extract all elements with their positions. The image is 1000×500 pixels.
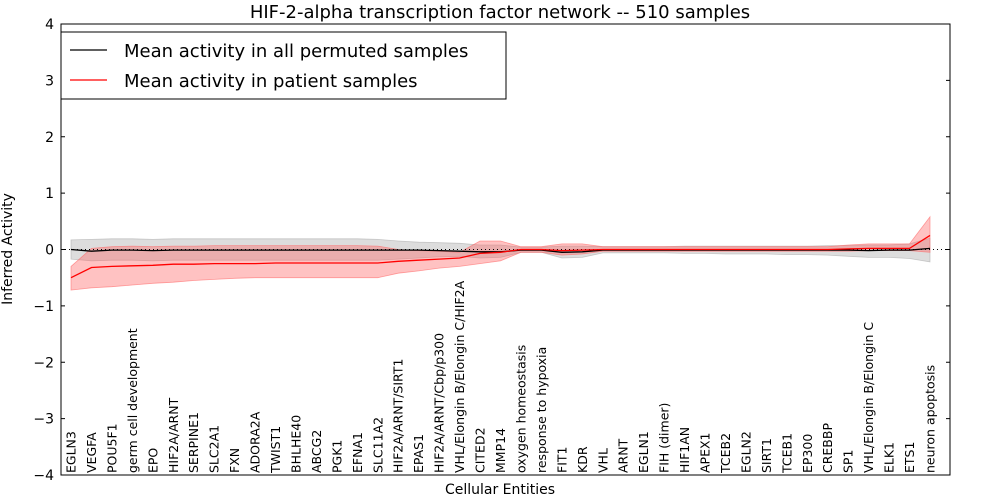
category-label: ADORA2A xyxy=(248,411,263,473)
category-label: PGK1 xyxy=(329,440,344,473)
legend: Mean activity in all permuted samples Me… xyxy=(60,31,507,100)
category-label: VHL/Elongin B/Elongin C/HIF2A xyxy=(452,280,467,473)
category-label: EGLN3 xyxy=(64,431,79,473)
category-label: SLC2A1 xyxy=(207,425,222,473)
y-tick-label: −2 xyxy=(33,355,54,371)
category-label: neuron apoptosis xyxy=(923,365,938,473)
category-label: HIF2A/ARNT/SIRT1 xyxy=(391,359,406,473)
category-label: ARNT xyxy=(616,438,631,473)
y-tick-label: 1 xyxy=(45,186,54,202)
category-label: VHL xyxy=(595,448,610,473)
y-tick-label: −4 xyxy=(33,468,54,484)
legend-label-permuted: Mean activity in all permuted samples xyxy=(124,41,468,62)
category-label: APEX1 xyxy=(698,432,713,473)
chart-title: HIF-2-alpha transcription factor network… xyxy=(250,2,750,23)
category-label: FIT1 xyxy=(554,447,569,473)
category-label: EFNA1 xyxy=(350,432,365,473)
category-label: EPO xyxy=(145,448,160,473)
category-label: HIF1AN xyxy=(677,427,692,473)
y-tick-label: −1 xyxy=(33,299,54,315)
y-tick-label: 3 xyxy=(45,73,54,89)
y-axis: −4 −3 −2 −1 0 1 2 3 4 xyxy=(33,17,950,484)
category-label: HIF2A/ARNT xyxy=(166,397,181,473)
category-label: germ cell development xyxy=(125,328,140,473)
category-label: HIF2A/ARNT/Cbp/p300 xyxy=(432,333,447,473)
category-label: SERPINE1 xyxy=(186,412,201,473)
category-label: ELK1 xyxy=(882,442,897,473)
y-axis-label: Inferred Activity xyxy=(0,193,16,305)
series-lines xyxy=(61,234,950,279)
legend-label-patient: Mean activity in patient samples xyxy=(124,71,418,92)
category-label: CITED2 xyxy=(473,427,488,473)
category-label: ABCG2 xyxy=(309,430,324,473)
patient-confidence-band xyxy=(70,215,931,291)
category-label: EGLN2 xyxy=(738,431,753,473)
category-label: VHL/Elongin B/Elongin C xyxy=(861,322,876,473)
category-label: VEGFA xyxy=(84,432,99,473)
category-label: response to hypoxia xyxy=(534,347,549,473)
confidence-bands xyxy=(70,215,931,291)
category-labels: EGLN3 VEGFA POU5F1 germ cell development EPO… xyxy=(64,280,938,474)
legend-box xyxy=(60,31,507,100)
category-label: SIRT1 xyxy=(759,438,774,473)
category-label: SLC11A2 xyxy=(370,417,385,473)
category-label: EGLN1 xyxy=(636,431,651,473)
category-label: MMP14 xyxy=(493,428,508,473)
category-label: oxygen homeostasis xyxy=(514,345,529,473)
category-label: FIH (dimer) xyxy=(657,403,672,473)
category-label: BHLHE40 xyxy=(289,415,304,473)
category-label: TCEB1 xyxy=(779,433,794,474)
category-label: EPAS1 xyxy=(411,434,426,473)
y-tick-label: 2 xyxy=(45,130,54,146)
y-tick-label: −3 xyxy=(33,412,54,428)
category-label: SP1 xyxy=(841,450,856,473)
category-label: TCEB2 xyxy=(718,433,733,474)
patient-mean-line xyxy=(70,234,931,279)
y-tick-label: 4 xyxy=(45,17,54,33)
category-label: FXN xyxy=(227,448,242,473)
category-label: POU5F1 xyxy=(104,423,119,473)
category-label: ETS1 xyxy=(902,442,917,473)
category-label: EP300 xyxy=(800,434,815,473)
category-label: CREBBP xyxy=(820,423,835,473)
x-axis-label: Cellular Entities xyxy=(445,482,555,498)
category-label: KDR xyxy=(575,446,590,473)
y-tick-label: 0 xyxy=(45,243,54,259)
permuted-confidence-band xyxy=(70,237,931,263)
category-label: TWIST1 xyxy=(268,426,283,474)
